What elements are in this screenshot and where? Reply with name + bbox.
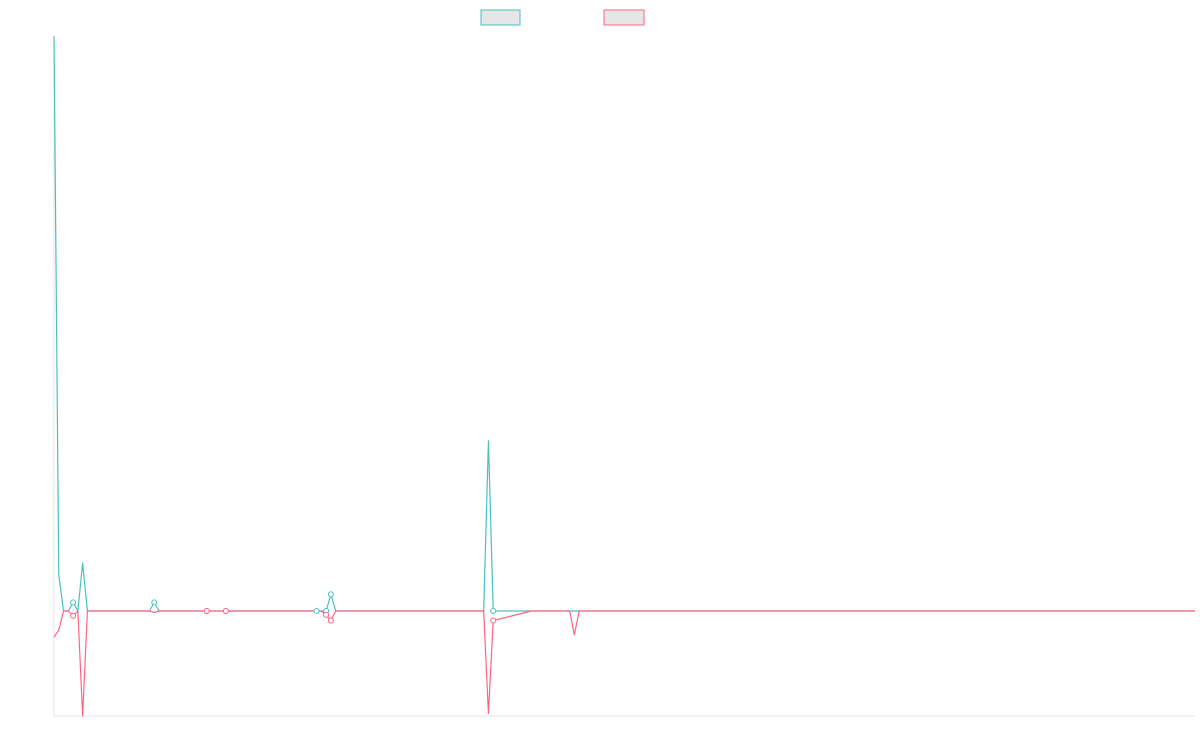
data-point[interactable] [327,617,334,624]
data-point[interactable] [490,617,497,624]
data-point[interactable] [151,599,158,606]
data-point[interactable] [313,608,320,614]
data-point[interactable] [70,612,77,619]
data-point[interactable] [327,591,334,598]
series-layer [53,35,1195,717]
data-point[interactable] [222,608,229,614]
data-point[interactable] [490,608,497,614]
data-point[interactable] [70,599,77,606]
legend-swatch-series-2[interactable] [603,9,645,26]
data-point[interactable] [323,611,330,618]
legend [480,9,645,26]
series-line-2 [53,610,1195,717]
marker-layer [70,591,497,624]
data-point[interactable] [203,608,210,614]
plot-area [53,35,1195,717]
series-line-1 [53,35,1195,612]
legend-swatch-series-1[interactable] [480,9,521,26]
